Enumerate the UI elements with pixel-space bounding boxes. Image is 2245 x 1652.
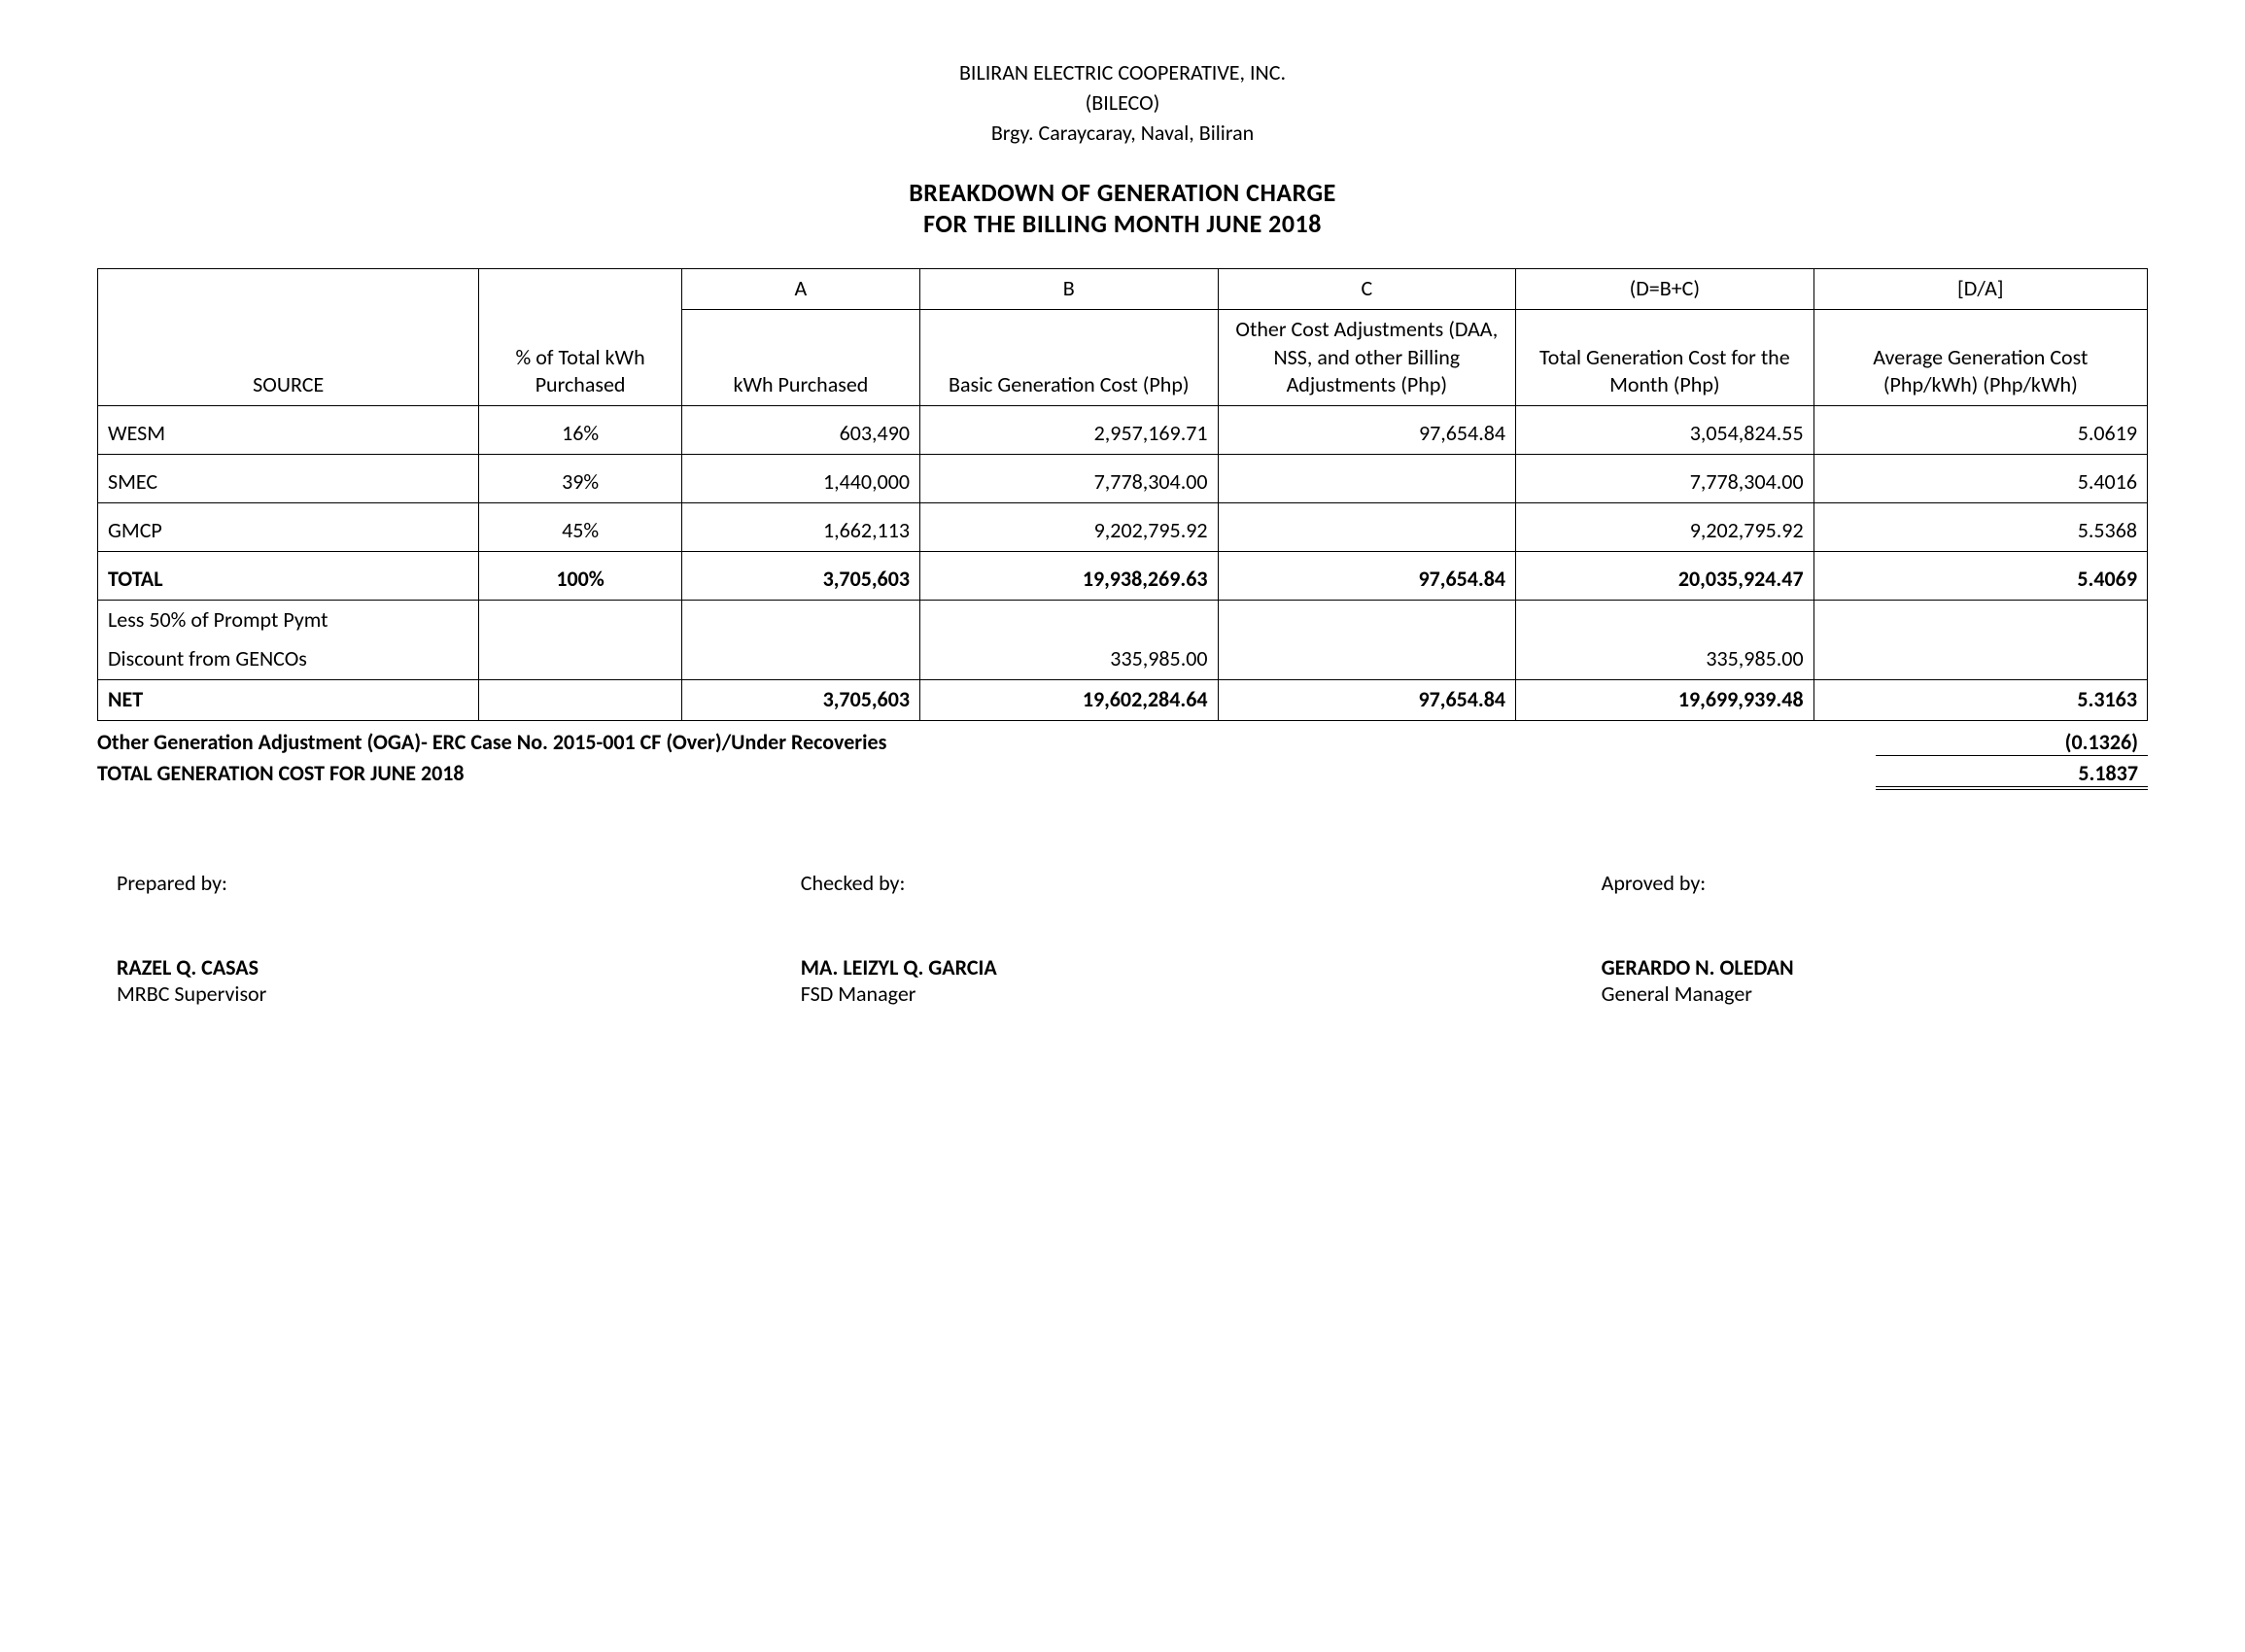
cell-a: 1,440,000 [681,454,919,502]
cell-pct: 16% [479,405,681,454]
cell-discount-label1: Less 50% of Prompt Pymt [98,600,479,639]
sig-approved-label: Aproved by: [1602,870,2128,896]
company-address: Brgy. Caraycaray, Naval, Biliran [97,119,2148,149]
sig-approved-name: GERARDO N. OLEDAN [1602,954,2128,981]
sig-prepared: Prepared by: RAZEL Q. CASAS MRBC Supervi… [117,870,760,1007]
document-header: BILIRAN ELECTRIC COOPERATIVE, INC. (BILE… [97,58,2148,148]
cell-pct: 45% [479,502,681,551]
cell-d: 20,035,924.47 [1516,551,1814,600]
cell-src: GMCP [98,502,479,551]
cell-d: 3,054,824.55 [1516,405,1814,454]
sig-prepared-label: Prepared by: [117,870,760,896]
table-row-spacer: Less 50% of Prompt Pymt [98,600,2148,639]
th-d-letter: (D=B+C) [1516,269,1814,310]
cell-src: SMEC [98,454,479,502]
signature-block: Prepared by: RAZEL Q. CASAS MRBC Supervi… [97,870,2148,1007]
note-total-label: TOTAL GENERATION COST FOR JUNE 2018 [97,760,465,790]
cell-discount-b: 335,985.00 [920,639,1219,679]
cell-src: TOTAL [98,551,479,600]
table-row-total: TOTAL 100% 3,705,603 19,938,269.63 97,65… [98,551,2148,600]
cell-c: 97,654.84 [1218,679,1516,720]
th-a-text: kWh Purchased [681,309,919,405]
cell-b: 2,957,169.71 [920,405,1219,454]
cell-b: 19,602,284.64 [920,679,1219,720]
note-total: TOTAL GENERATION COST FOR JUNE 2018 5.18… [97,758,2148,792]
cell-b: 9,202,795.92 [920,502,1219,551]
cell-a: 3,705,603 [681,679,919,720]
cell-c: 97,654.84 [1218,551,1516,600]
cell-e: 5.5368 [1813,502,2147,551]
table-row-net: NET 3,705,603 19,602,284.64 97,654.84 19… [98,679,2148,720]
th-b-text: Basic Generation Cost (Php) [920,309,1219,405]
sig-approved-title: General Manager [1602,981,2128,1007]
sig-checked: Checked by: MA. LEIZYL Q. GARCIA FSD Man… [801,870,1444,1007]
note-total-value: 5.1837 [1876,760,2148,790]
note-oga: Other Generation Adjustment (OGA)- ERC C… [97,727,2148,758]
th-source: SOURCE [98,269,479,405]
cell-e: 5.3163 [1813,679,2147,720]
title-line-1: BREAKDOWN OF GENERATION CHARGE [97,177,2148,208]
cell-d: 9,202,795.92 [1516,502,1814,551]
th-b-letter: B [920,269,1219,310]
sig-prepared-name: RAZEL Q. CASAS [117,954,760,981]
company-short: (BILECO) [97,88,2148,119]
table-row: WESM 16% 603,490 2,957,169.71 97,654.84 … [98,405,2148,454]
cell-b: 19,938,269.63 [920,551,1219,600]
cell-a: 1,662,113 [681,502,919,551]
cell-b: 7,778,304.00 [920,454,1219,502]
document-title: BREAKDOWN OF GENERATION CHARGE FOR THE B… [97,177,2148,239]
table-row-discount: Discount from GENCOs 335,985.00 335,985.… [98,639,2148,679]
cell-e: 5.4016 [1813,454,2147,502]
cell-d: 19,699,939.48 [1516,679,1814,720]
sig-checked-name: MA. LEIZYL Q. GARCIA [801,954,1444,981]
cell-a: 3,705,603 [681,551,919,600]
cell-d: 7,778,304.00 [1516,454,1814,502]
title-line-2: FOR THE BILLING MONTH JUNE 2018 [97,208,2148,239]
sig-checked-title: FSD Manager [801,981,1444,1007]
cell-c: 97,654.84 [1218,405,1516,454]
note-oga-label: Other Generation Adjustment (OGA)- ERC C… [97,729,886,756]
th-a-letter: A [681,269,919,310]
cell-c [1218,502,1516,551]
table-row: SMEC 39% 1,440,000 7,778,304.00 7,778,30… [98,454,2148,502]
cell-pct: 39% [479,454,681,502]
sig-approved: Aproved by: GERARDO N. OLEDAN General Ma… [1485,870,2128,1007]
th-c-letter: C [1218,269,1516,310]
th-d-text: Total Generation Cost for the Month (Php… [1516,309,1814,405]
cell-discount-d: 335,985.00 [1516,639,1814,679]
cell-c [1218,454,1516,502]
cell-e: 5.0619 [1813,405,2147,454]
generation-charge-table: SOURCE % of Total kWh Purchased A B C (D… [97,268,2148,720]
sig-prepared-title: MRBC Supervisor [117,981,760,1007]
cell-discount-label2: Discount from GENCOs [98,639,479,679]
sig-checked-label: Checked by: [801,870,1444,896]
cell-e: 5.4069 [1813,551,2147,600]
th-e-text: Average Generation Cost (Php/kWh) (Php/k… [1813,309,2147,405]
table-row: GMCP 45% 1,662,113 9,202,795.92 9,202,79… [98,502,2148,551]
cell-src: WESM [98,405,479,454]
company-name: BILIRAN ELECTRIC COOPERATIVE, INC. [97,58,2148,88]
note-oga-value: (0.1326) [1876,729,2148,756]
cell-src: NET [98,679,479,720]
th-pct: % of Total kWh Purchased [479,269,681,405]
th-e-letter: [D/A] [1813,269,2147,310]
cell-pct: 100% [479,551,681,600]
th-c-text: Other Cost Adjustments (DAA, NSS, and ot… [1218,309,1516,405]
cell-a: 603,490 [681,405,919,454]
